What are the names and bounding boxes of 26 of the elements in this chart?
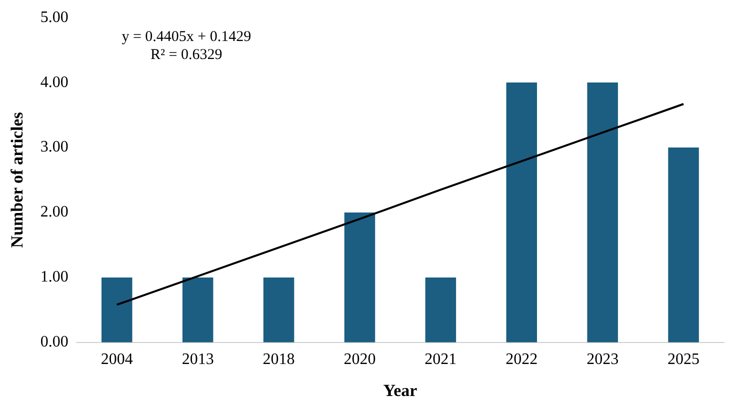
y-tick-label: 4.00: [40, 74, 68, 91]
bar: [101, 277, 132, 342]
bar: [587, 82, 618, 342]
bar: [182, 277, 214, 342]
x-tick-label: 2004: [100, 351, 133, 368]
y-tick-label: 1.00: [40, 268, 68, 286]
bar: [425, 277, 456, 342]
x-tick-label: 2023: [586, 351, 619, 368]
annotation: y = 0.4405x + 0.1429: [122, 29, 252, 46]
bar: [668, 148, 699, 342]
y-tick-label: 2.00: [40, 204, 68, 221]
x-tick-label: 2022: [506, 351, 538, 368]
y-axis-title: Number of articles: [8, 112, 27, 248]
y-tick-label: 3.00: [40, 138, 68, 156]
bar: [344, 212, 376, 342]
x-tick-label: 2020: [344, 351, 376, 368]
bar: [263, 277, 294, 342]
bar: [506, 82, 538, 342]
x-axis-title: Year: [383, 381, 418, 400]
y-tick-label: 0.00: [40, 334, 68, 351]
x-tick-label: 2018: [262, 351, 295, 368]
x-tick-label: 2025: [668, 351, 700, 368]
y-tick-label: 5.00: [40, 8, 68, 26]
x-tick-label: 2013: [182, 351, 214, 368]
annotation: R² = 0.6329: [150, 47, 222, 64]
x-tick-label: 2021: [424, 351, 457, 368]
